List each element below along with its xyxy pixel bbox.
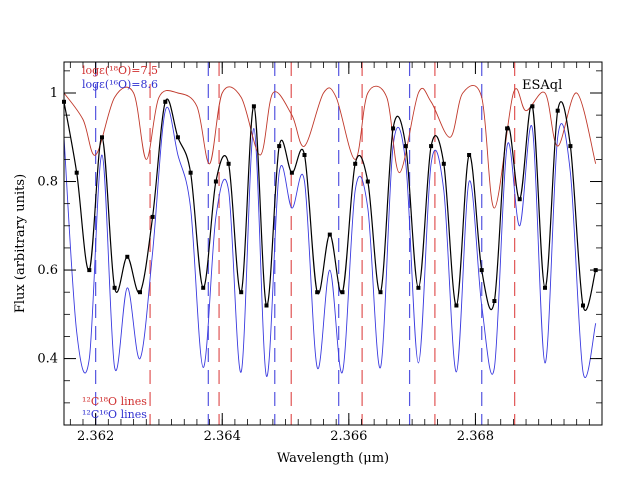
observed-point-27 xyxy=(403,144,408,149)
observed-point-22 xyxy=(340,290,345,295)
observed-point-11 xyxy=(201,285,206,290)
observed-point-30 xyxy=(441,161,446,166)
observed-point-28 xyxy=(416,285,421,290)
x-tick-label-2: 2.366 xyxy=(330,429,367,444)
model-16O-line xyxy=(63,106,597,378)
observed-point-38 xyxy=(543,285,547,290)
y-tick-label-0: 0.4 xyxy=(37,352,58,367)
observed-point-4 xyxy=(112,285,117,290)
observed-point-3 xyxy=(100,135,104,140)
observed-point-29 xyxy=(429,144,434,149)
observed-point-1 xyxy=(74,170,79,175)
observed-point-19 xyxy=(302,153,307,157)
x-tick-label-0: 2.362 xyxy=(77,429,114,444)
observed-point-12 xyxy=(213,179,218,184)
observed-point-37 xyxy=(530,104,535,109)
observed-point-14 xyxy=(239,290,244,295)
axis-ticks: 2.362 2.364 2.366 2.368 0.4 0.6 0.8 1 xyxy=(37,62,603,444)
model-18O-line xyxy=(63,85,597,209)
y-axis-label: Flux (arbitrary units) xyxy=(13,174,28,313)
y-tick-label-1: 0.6 xyxy=(37,263,58,278)
observed-point-36 xyxy=(517,197,522,202)
observed-point-23 xyxy=(353,161,358,166)
observed-point-18 xyxy=(289,170,294,175)
series-group xyxy=(62,85,598,378)
observed-point-25 xyxy=(378,290,383,295)
x-tick-label-3: 2.368 xyxy=(457,429,494,444)
plot-frame xyxy=(63,61,603,426)
observed-spectrum-line xyxy=(63,98,597,311)
observed-point-9 xyxy=(175,135,180,140)
observed-point-24 xyxy=(365,179,370,184)
observed-point-21 xyxy=(327,232,332,237)
observed-point-35 xyxy=(505,126,510,131)
observed-point-2 xyxy=(87,268,92,273)
observed-point-7 xyxy=(150,214,155,219)
observed-point-10 xyxy=(188,170,193,175)
observed-point-26 xyxy=(391,126,396,131)
observed-point-40 xyxy=(568,144,573,149)
observed-point-13 xyxy=(226,161,231,166)
star-label: ESAql xyxy=(522,78,562,93)
observed-point-5 xyxy=(125,254,130,259)
observed-point-32 xyxy=(467,153,472,157)
observed-point-16 xyxy=(264,303,269,308)
observed-point-20 xyxy=(315,290,320,295)
model-18O-label: logε(¹⁸O)=7.5 xyxy=(82,64,158,77)
y-tick-label-2: 0.8 xyxy=(37,175,58,190)
vertical-line-markers xyxy=(95,62,516,425)
observed-point-31 xyxy=(454,303,459,308)
x-tick-label-1: 2.364 xyxy=(204,429,241,444)
model-16O-label: logε(¹⁶O)=8.6 xyxy=(82,78,158,91)
observed-point-15 xyxy=(251,104,256,109)
c16o-lines-key: ¹²C¹⁶O lines xyxy=(82,408,147,421)
c18o-lines-key: ¹²C¹⁸O lines xyxy=(82,395,147,408)
observed-point-6 xyxy=(138,290,142,295)
observed-point-34 xyxy=(492,299,497,303)
observed-point-39 xyxy=(555,108,560,113)
y-tick-label-3: 1 xyxy=(50,86,58,101)
observed-point-17 xyxy=(277,144,282,149)
observed-point-41 xyxy=(581,303,585,308)
observed-point-33 xyxy=(479,268,484,273)
x-axis-label: Wavelength (μm) xyxy=(277,451,389,466)
observed-point-8 xyxy=(163,99,168,104)
